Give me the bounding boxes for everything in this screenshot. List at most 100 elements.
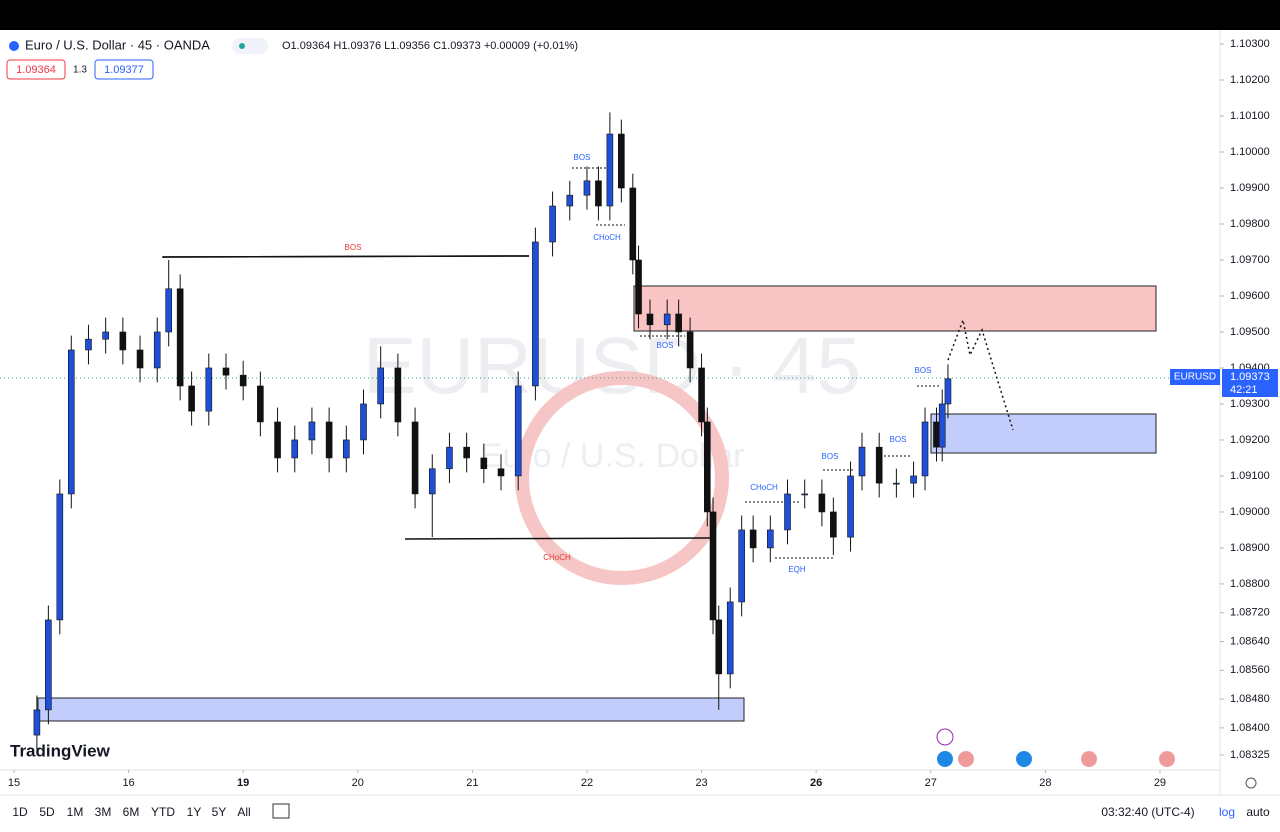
annotation: BOS xyxy=(657,341,674,350)
candle-body xyxy=(663,313,671,326)
market-open xyxy=(239,43,245,49)
range-button[interactable]: 6M xyxy=(123,805,140,819)
date-range-icon[interactable] xyxy=(272,803,290,819)
candle-body xyxy=(119,331,127,351)
y-tick-label: 1.09800 xyxy=(1230,218,1270,230)
buy-price[interactable]: 1.09377 xyxy=(104,64,144,76)
y-tick-label: 1.08640 xyxy=(1230,635,1270,647)
demand-zone xyxy=(930,413,1157,454)
x-tick-label: 19 xyxy=(237,777,249,789)
candle-body xyxy=(257,385,264,423)
event-icon[interactable] xyxy=(958,751,974,767)
annotation: CHoCH xyxy=(593,233,621,242)
y-tick-label: 1.09900 xyxy=(1230,182,1270,194)
y-tick-label: 1.08560 xyxy=(1230,664,1270,676)
y-tick-label: 1.10000 xyxy=(1230,146,1270,158)
y-tick-label: 1.10300 xyxy=(1230,38,1270,50)
range-button[interactable]: 3M xyxy=(95,805,112,819)
candle-body xyxy=(938,403,946,448)
candle-body xyxy=(606,133,614,207)
candle-body xyxy=(830,511,837,538)
candle-body xyxy=(566,194,574,207)
candle-body xyxy=(463,446,470,459)
choch-line xyxy=(404,537,711,540)
event-icon[interactable] xyxy=(1159,751,1175,767)
range-button[interactable]: 1M xyxy=(67,805,84,819)
y-tick-label: 1.09200 xyxy=(1230,434,1270,446)
candle-body xyxy=(136,349,144,369)
range-button[interactable]: 1D xyxy=(12,805,28,819)
range-button[interactable]: 5D xyxy=(39,805,55,819)
x-tick-label: 27 xyxy=(925,777,937,789)
sell-box[interactable] xyxy=(6,59,66,80)
status-pill xyxy=(232,38,268,54)
candle-body xyxy=(153,331,161,369)
candle-body xyxy=(698,367,705,423)
symbol-icon xyxy=(9,41,19,51)
candle-body xyxy=(847,475,854,538)
candle-body xyxy=(428,468,436,495)
annotation: BOS xyxy=(822,452,839,461)
candle-body xyxy=(618,133,625,189)
y-tick-label: 1.08400 xyxy=(1230,722,1270,734)
candle-body xyxy=(102,331,109,340)
candle-body xyxy=(325,421,333,459)
log-toggle[interactable]: log xyxy=(1219,805,1235,819)
sell-price[interactable]: 1.09364 xyxy=(16,64,56,76)
annotation: EQH xyxy=(788,565,806,574)
candle-body xyxy=(176,288,184,387)
annotation: BOS xyxy=(345,243,362,252)
candle-body xyxy=(188,385,195,412)
candle-body xyxy=(85,338,92,351)
price-tag-symbol xyxy=(1170,369,1220,385)
auto-toggle[interactable]: auto xyxy=(1246,805,1270,819)
candle-body xyxy=(394,367,402,423)
range-button[interactable]: 1Y xyxy=(187,805,202,819)
candle-body xyxy=(709,511,717,621)
y-tick-label: 1.08325 xyxy=(1230,749,1270,761)
y-tick-label: 1.09000 xyxy=(1230,506,1270,518)
candle-body xyxy=(497,468,505,477)
x-tick-label: 26 xyxy=(810,777,822,789)
candle-body xyxy=(274,421,281,459)
candle-body xyxy=(767,529,774,549)
y-tick-label: 1.10200 xyxy=(1230,74,1270,86)
price-tag-symbol-text: EURUSD xyxy=(1174,372,1216,383)
x-tick-label: 16 xyxy=(122,777,134,789)
candle-body xyxy=(629,187,637,261)
y-tick-label: 1.08800 xyxy=(1230,578,1270,590)
candles xyxy=(33,112,952,750)
range-button[interactable]: YTD xyxy=(151,805,175,819)
price-tag xyxy=(1222,369,1278,397)
candle-body xyxy=(446,446,453,470)
event-icon[interactable] xyxy=(937,751,953,767)
range-button[interactable]: All xyxy=(237,805,250,819)
range-button[interactable]: 5Y xyxy=(212,805,227,819)
x-tick-label: 28 xyxy=(1039,777,1051,789)
buy-box[interactable] xyxy=(94,59,154,80)
annotation: BOS xyxy=(890,435,907,444)
candle-body xyxy=(514,385,522,477)
event-icon[interactable] xyxy=(936,728,954,746)
price-tag-countdown: 42:21 xyxy=(1230,384,1258,396)
clock: 03:32:40 (UTC-4) xyxy=(1101,805,1194,819)
y-tick-label: 1.10100 xyxy=(1230,110,1270,122)
candle-body xyxy=(749,529,757,549)
candle-body xyxy=(291,439,299,459)
tradingview-logo: TradingView xyxy=(10,741,111,760)
candle-body xyxy=(532,241,539,387)
demand-zone xyxy=(37,697,745,722)
settings-icon[interactable] xyxy=(1245,777,1257,789)
candle-body xyxy=(933,421,940,448)
candle-body xyxy=(875,446,883,484)
y-tick-label: 1.09600 xyxy=(1230,290,1270,302)
supply-zone xyxy=(633,285,1157,332)
annotation: BOS xyxy=(915,366,932,375)
event-icon[interactable] xyxy=(1081,751,1097,767)
annotation: BOS xyxy=(574,153,591,162)
candle-body xyxy=(858,446,866,477)
candle-body xyxy=(67,349,75,495)
event-icon[interactable] xyxy=(1016,751,1032,767)
price-tag-price: 1.09373 xyxy=(1230,371,1270,383)
